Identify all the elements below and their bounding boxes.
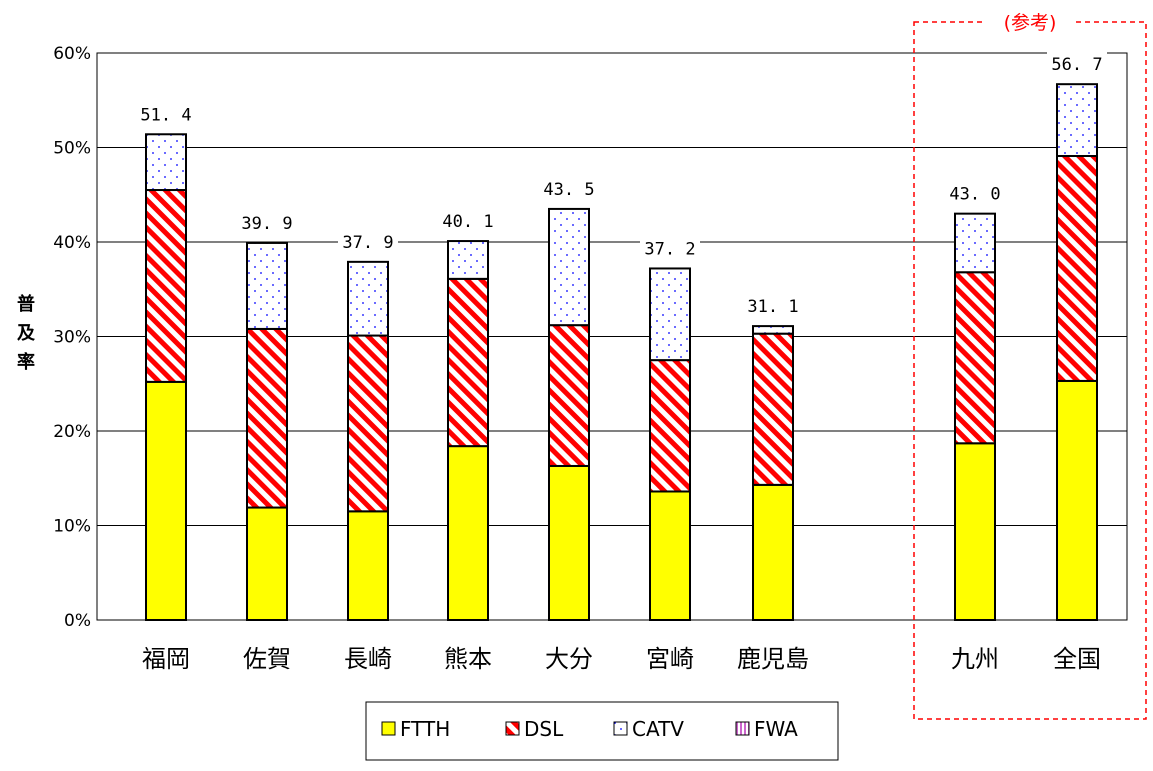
total-label-bg-national (1047, 52, 1107, 77)
bars (145, 83, 1098, 622)
total-label-bg-kumamoto (438, 209, 498, 234)
legend-swatch-catv (613, 721, 628, 736)
total-label-bg-fukuoka (136, 102, 196, 127)
bar-catv-oita (548, 207, 590, 327)
total-label-bg-kyushu (945, 181, 1005, 206)
y-tick-label-20: 20% (53, 422, 91, 442)
legend-box (365, 701, 839, 761)
total-labels: 51. 4 39. 9 37. 9 40. 1 43. 5 37. 2 31. 1 43. 0… (136, 52, 1107, 319)
bar-dsl-nagasaki (347, 334, 389, 513)
bar-catv-miyazaki (649, 267, 691, 362)
y-tick-label-10: 10% (53, 517, 91, 537)
total-label-bg-oita (539, 176, 599, 201)
bar-dsl-oita (548, 324, 590, 467)
y-tick-label-40: 40% (53, 233, 91, 253)
total-label-bg-saga (237, 210, 297, 235)
legend-swatch-ftth (381, 721, 396, 736)
y-axis-label: 普及率 (17, 293, 36, 373)
x-tick-label-miyazaki: 宮崎 (646, 645, 694, 673)
y-axis-label-char: 及 (17, 323, 36, 344)
legend-swatch-dsl (505, 721, 520, 736)
y-tick-label-0: 0% (64, 611, 91, 631)
total-label-kyushu: 43. 0 (949, 185, 1000, 205)
total-label-oita: 43. 5 (543, 180, 594, 200)
bar-dsl-kagoshima (752, 332, 794, 486)
reference-group-label: (参考) (1004, 12, 1057, 34)
bar-dsl-miyazaki (649, 359, 691, 493)
total-label-saga: 39. 9 (241, 214, 292, 234)
legend-swatch-fwa (735, 721, 750, 736)
y-axis-label-char: 率 (17, 351, 35, 373)
bar-ftth-saga (246, 506, 288, 622)
total-label-bg-miyazaki (640, 236, 700, 261)
x-tick-label-fukuoka: 福岡 (142, 645, 190, 673)
bar-catv-nagasaki (347, 260, 389, 337)
bar-ftth-miyazaki (649, 490, 691, 622)
bar-catv-fukuoka (145, 133, 187, 192)
x-tick-label-saga: 佐賀 (243, 645, 291, 673)
bar-catv-saga (246, 241, 288, 330)
legend: FTTH DSL CATV FWA (365, 701, 839, 761)
total-label-bg-kagoshima (743, 294, 803, 319)
bar-ftth-kumamoto (447, 445, 489, 621)
legend-label-ftth: FTTH (400, 717, 450, 741)
bar-ftth-oita (548, 464, 590, 621)
legend-label-catv: CATV (632, 717, 684, 741)
bar-catv-kumamoto (447, 240, 489, 280)
y-tick-label-30: 30% (53, 328, 91, 348)
legend-label-fwa: FWA (754, 717, 798, 741)
total-label-nagasaki: 37. 9 (342, 233, 393, 253)
x-tick-label-nagasaki: 長崎 (344, 645, 392, 673)
x-tick-label-oita: 大分 (545, 645, 593, 673)
y-axis-label-char: 普 (17, 293, 35, 315)
bar-dsl-kumamoto (447, 277, 489, 448)
reference-label-bg (984, 10, 1076, 36)
total-label-kumamoto: 40. 1 (442, 212, 493, 232)
bar-ftth-kagoshima (752, 483, 794, 621)
bar-ftth-kyushu (954, 442, 996, 621)
bar-catv-national (1056, 83, 1098, 158)
y-tick-label-50: 50% (53, 139, 91, 159)
bar-catv-kagoshima (752, 325, 794, 335)
y-axis-ticks: 0% 10% 20% 30% 40% 50% 60% (53, 44, 91, 631)
bar-ftth-national (1056, 379, 1098, 622)
bar-dsl-kyushu (954, 271, 996, 445)
y-tick-label-60: 60% (53, 44, 91, 64)
x-tick-label-national: 全国 (1053, 645, 1101, 673)
x-axis-labels: 福岡 佐賀 長崎 熊本 大分 宮崎 鹿児島 九州 全国 (142, 645, 1101, 673)
bar-catv-kyushu (954, 212, 996, 274)
reference-group-box (913, 21, 1147, 720)
bar-dsl-saga (246, 327, 288, 509)
bar-ftth-nagasaki (347, 510, 389, 622)
total-label-bg-nagasaki (338, 229, 398, 254)
total-label-fukuoka: 51. 4 (140, 105, 191, 125)
bar-dsl-fukuoka (145, 189, 187, 383)
total-label-national: 56. 7 (1051, 55, 1102, 75)
x-tick-label-kumamoto: 熊本 (444, 645, 492, 673)
total-label-miyazaki: 37. 2 (644, 239, 695, 259)
legend-label-dsl: DSL (524, 717, 564, 741)
total-label-kagoshima: 31. 1 (747, 297, 798, 317)
bar-dsl-national (1056, 155, 1098, 382)
bar-ftth-fukuoka (145, 380, 187, 621)
x-tick-label-kagoshima: 鹿児島 (737, 645, 809, 673)
x-tick-label-kyushu: 九州 (951, 645, 999, 673)
